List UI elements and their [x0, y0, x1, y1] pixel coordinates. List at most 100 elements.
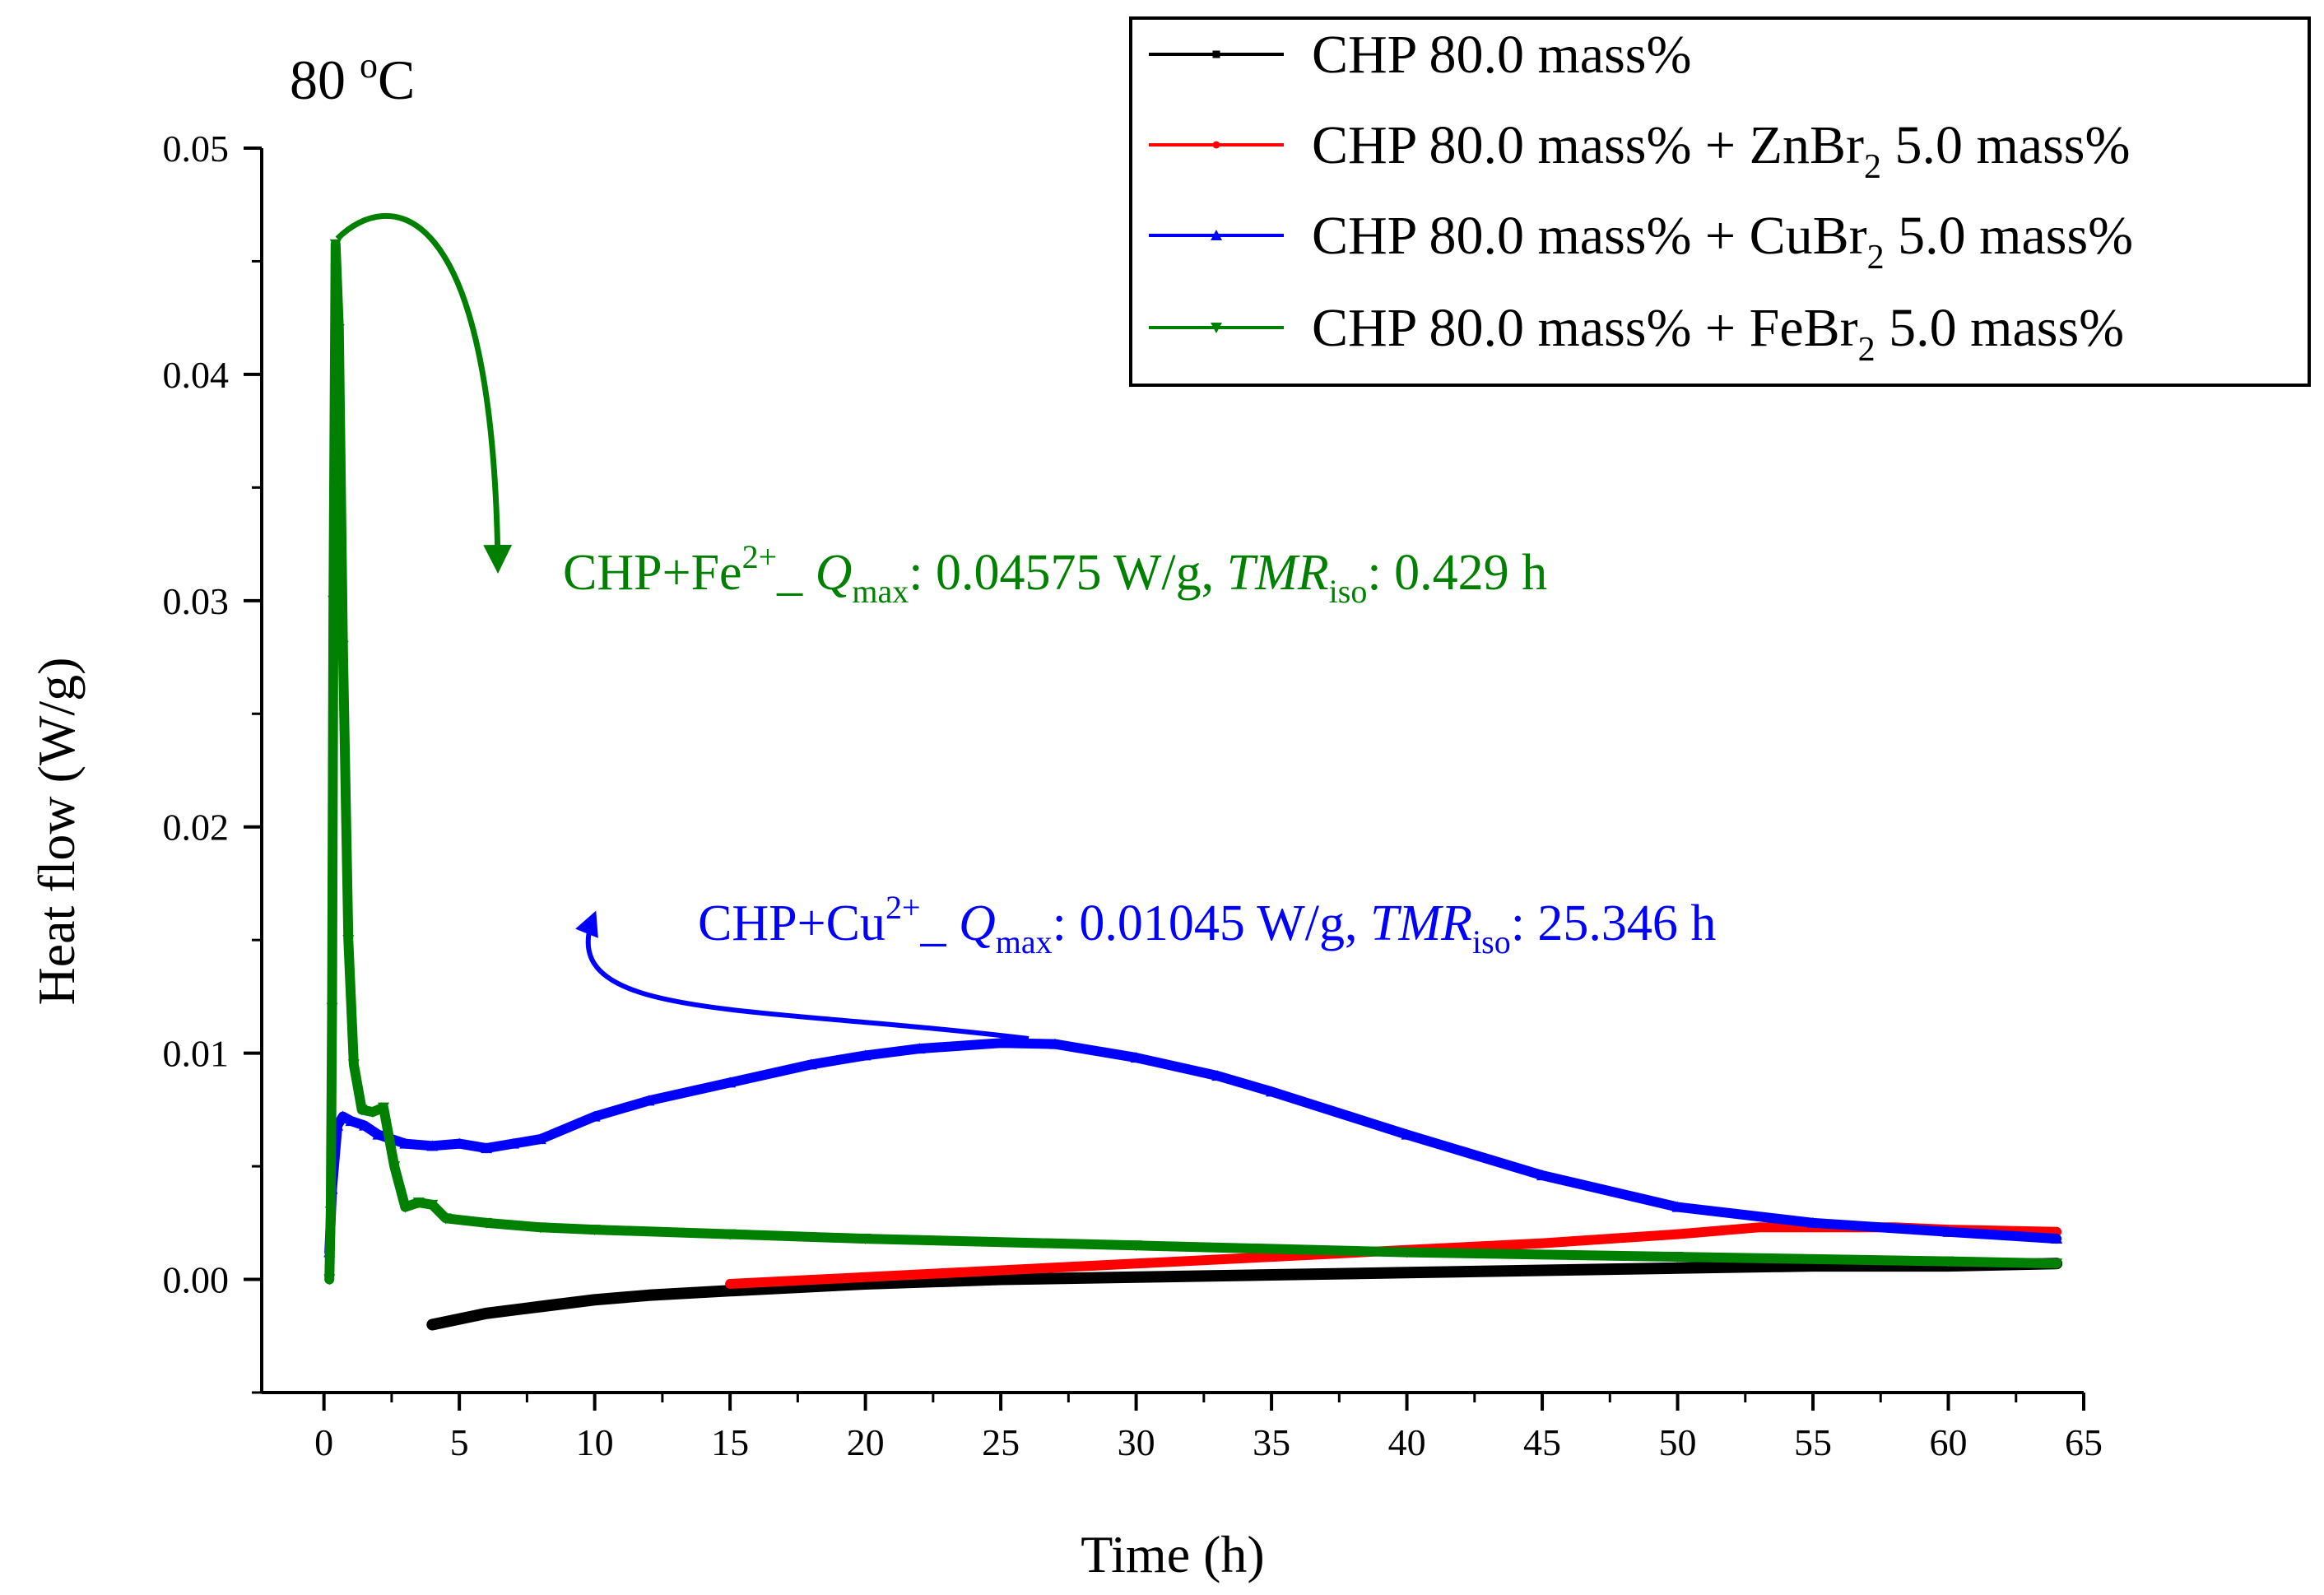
- series-layer: [323, 239, 2063, 1331]
- data-point: [1132, 1259, 1141, 1267]
- legend-label: CHP 80.0 mass% + CuBr2 5.0 mass%: [1312, 206, 2133, 277]
- axes: [260, 148, 2084, 1394]
- data-point: [1807, 1216, 1820, 1228]
- data-point: [399, 1202, 411, 1213]
- data-point: [1212, 141, 1220, 149]
- cu-annotation-ion: CHP+Cu: [698, 895, 885, 951]
- data-point: [345, 1115, 357, 1127]
- fe-annotation-sep: _: [776, 545, 816, 601]
- x-tick-label: 5: [450, 1421, 469, 1463]
- data-point: [995, 1037, 1007, 1049]
- x-tick-label: 45: [1523, 1421, 1561, 1463]
- series-2: [323, 1037, 2063, 1258]
- data-point: [1130, 1052, 1142, 1063]
- data-point: [1942, 1256, 1954, 1267]
- data-point: [1212, 50, 1220, 58]
- legend-label-tail: 5.0 mass%: [1885, 206, 2133, 266]
- data-point: [644, 1291, 653, 1300]
- fe-annotation-q-sub: max: [852, 573, 909, 610]
- data-point: [1211, 1070, 1224, 1081]
- legend-label-subscript: 2: [1867, 239, 1885, 277]
- series-0: [426, 1258, 2063, 1331]
- data-point: [1403, 1268, 1411, 1276]
- y-axis-label: Heat flow (W/g): [27, 658, 86, 1006]
- cu-annotation-charge: 2+: [885, 889, 921, 926]
- x-tick-label: 25: [982, 1421, 1020, 1463]
- data-point: [1538, 1239, 1546, 1248]
- y-tick-label: 0.03: [163, 580, 230, 622]
- fe-annotation-ion: CHP+Fe: [563, 545, 742, 601]
- legend: CHP 80.0 mass%CHP 80.0 mass% + ZnBr2 5.0…: [1129, 16, 2311, 387]
- x-tick-label: 20: [847, 1421, 885, 1463]
- x-tick-label: 35: [1253, 1421, 1290, 1463]
- data-point: [1048, 1038, 1061, 1049]
- data-point: [366, 1107, 379, 1118]
- y-tick-label: 0.04: [163, 354, 230, 396]
- data-point: [859, 1234, 872, 1245]
- cu-annotation-tmr-sub: iso: [1472, 923, 1511, 960]
- legend-label-base: CHP 80.0 mass% + ZnBr: [1312, 115, 1864, 175]
- data-point: [372, 1128, 384, 1140]
- data-point: [1130, 1240, 1142, 1252]
- series-line: [324, 1038, 2062, 1258]
- data-point: [332, 323, 345, 335]
- data-point: [482, 1309, 490, 1318]
- cu-annotation-arrow: [575, 910, 1030, 1041]
- data-point: [726, 1280, 734, 1288]
- data-point: [337, 640, 349, 652]
- data-point: [481, 1142, 493, 1154]
- data-point: [329, 239, 342, 250]
- x-tick-label: 65: [2065, 1421, 2103, 1463]
- data-point: [1267, 1253, 1276, 1261]
- data-point: [439, 1213, 452, 1225]
- fe-annotation-tmr-sub: iso: [1329, 573, 1368, 610]
- data-point: [2051, 1233, 2063, 1244]
- data-point: [356, 1104, 368, 1116]
- data-point: [1266, 1086, 1278, 1097]
- x-tick-label: 60: [1930, 1421, 1968, 1463]
- data-point: [481, 1217, 493, 1229]
- x-ticks: 0 5 10 15 20 25 30 35 40 45 50 55 60 65: [314, 1393, 2103, 1463]
- x-tick-label: 0: [314, 1421, 333, 1463]
- data-point: [862, 1273, 870, 1281]
- data-point: [1536, 1170, 1549, 1181]
- title-value: 80: [290, 49, 360, 111]
- data-point: [726, 1286, 734, 1295]
- data-point: [997, 1267, 1005, 1275]
- data-point: [2051, 1258, 2063, 1270]
- cu-annotation-tmr: TMR: [1370, 895, 1472, 951]
- data-point: [1211, 323, 1222, 333]
- legend-label-tail: 5.0 mass%: [1881, 115, 2130, 175]
- legend-label: CHP 80.0 mass% + FeBr2 5.0 mass%: [1312, 298, 2124, 369]
- data-point: [342, 935, 355, 946]
- legend-item: CHP 80.0 mass% + FeBr2 5.0 mass%: [1149, 298, 2124, 369]
- fe-annotation: CHP+Fe2+_ Qmax: 0.04575 W/g, TMRiso: 0.4…: [563, 538, 1547, 610]
- data-point: [588, 1110, 601, 1122]
- data-point: [1401, 1128, 1413, 1140]
- legend-box: [1129, 16, 2311, 387]
- data-point: [534, 1222, 546, 1234]
- x-axis-label: Time (h): [1081, 1525, 1264, 1583]
- data-point: [537, 1303, 545, 1311]
- data-point: [378, 1102, 390, 1114]
- data-point: [724, 1077, 737, 1088]
- data-point: [426, 1199, 439, 1211]
- data-point: [1538, 1267, 1546, 1275]
- title-unit: C: [378, 49, 415, 111]
- data-point: [328, 595, 340, 607]
- x-tick-label: 30: [1118, 1421, 1155, 1463]
- x-tick-label: 10: [576, 1421, 614, 1463]
- legend-label-subscript: 2: [1858, 331, 1875, 369]
- y-tick-label: 0.05: [163, 128, 230, 170]
- data-point: [724, 1229, 737, 1240]
- data-point: [507, 1137, 519, 1149]
- series-3: [323, 239, 2063, 1286]
- y-ticks: 0.00 0.01 0.02 0.03 0.04 0.05: [163, 128, 262, 1394]
- fe-annotation-arrow: [335, 212, 513, 574]
- cu-annotation-tmr-value: : 25.346 h: [1511, 895, 1717, 951]
- data-point: [1755, 1223, 1763, 1231]
- fe-annotation-tmr: TMR: [1227, 545, 1329, 601]
- data-point: [1211, 230, 1222, 240]
- legend-items: CHP 80.0 mass%CHP 80.0 mass% + ZnBr2 5.0…: [1149, 25, 2133, 369]
